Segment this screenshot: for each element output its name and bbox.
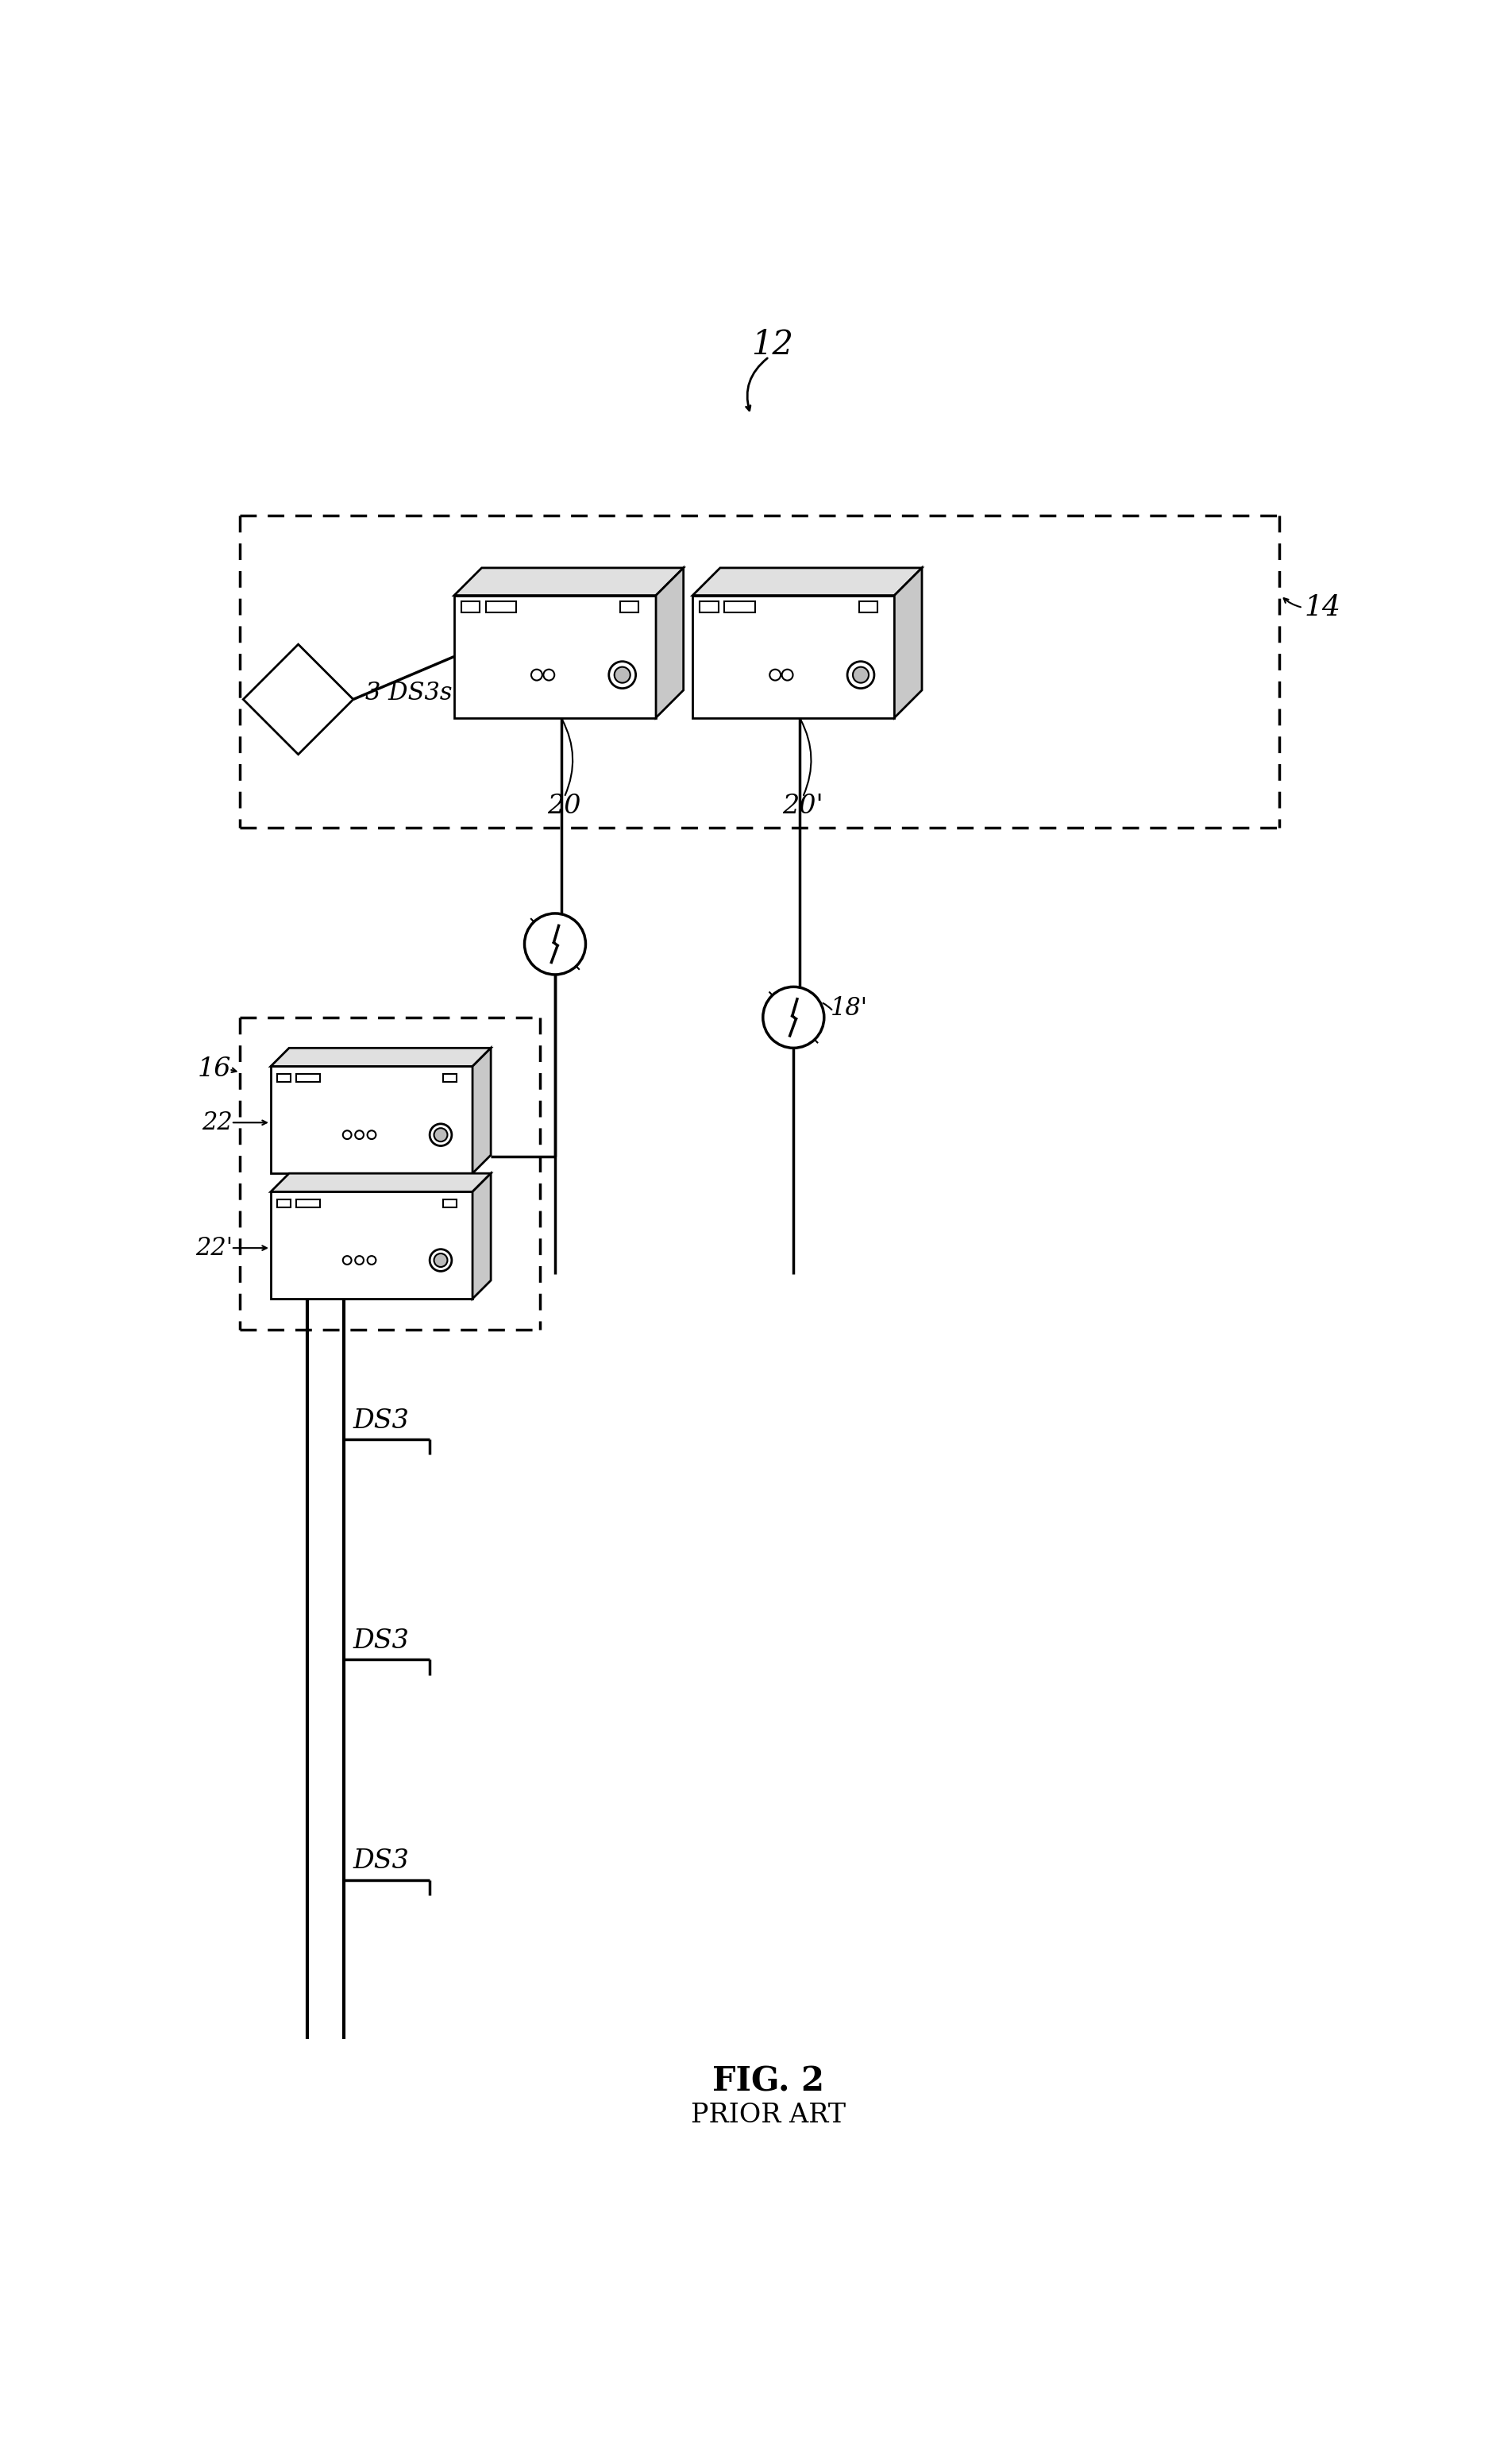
- Text: FIG. 2: FIG. 2: [712, 2065, 825, 2099]
- Polygon shape: [454, 567, 684, 596]
- Circle shape: [853, 668, 868, 683]
- Polygon shape: [472, 1047, 490, 1173]
- Circle shape: [847, 660, 874, 687]
- Text: 16: 16: [196, 1057, 231, 1082]
- Bar: [278, 1200, 291, 1207]
- Bar: [700, 601, 718, 614]
- Circle shape: [525, 914, 585, 976]
- Circle shape: [344, 1257, 351, 1264]
- Circle shape: [433, 1254, 447, 1266]
- Circle shape: [429, 1124, 451, 1146]
- Circle shape: [764, 986, 824, 1047]
- Text: 22: 22: [203, 1111, 233, 1136]
- Bar: [297, 1074, 320, 1082]
- Bar: [442, 1200, 456, 1207]
- Text: 20': 20': [782, 793, 824, 818]
- Text: DS3: DS3: [354, 1629, 410, 1653]
- Polygon shape: [270, 1173, 490, 1193]
- Bar: [270, 1193, 472, 1299]
- Text: 12: 12: [752, 328, 794, 362]
- Text: DS3: DS3: [354, 1848, 410, 1875]
- Circle shape: [615, 668, 630, 683]
- Bar: [442, 1074, 456, 1082]
- Bar: [724, 601, 754, 614]
- Circle shape: [356, 1257, 363, 1264]
- Circle shape: [770, 670, 780, 680]
- Text: 3 DS3s: 3 DS3s: [366, 680, 453, 705]
- Text: 20: 20: [548, 793, 580, 818]
- Polygon shape: [894, 567, 923, 717]
- Bar: [297, 1200, 320, 1207]
- Text: 18': 18': [830, 995, 867, 1020]
- Bar: [454, 596, 656, 717]
- Bar: [462, 601, 480, 614]
- Polygon shape: [270, 1047, 490, 1067]
- Circle shape: [344, 1131, 351, 1138]
- Text: PRIOR ART: PRIOR ART: [692, 2102, 846, 2129]
- Circle shape: [368, 1131, 376, 1138]
- Text: 22': 22': [195, 1234, 233, 1259]
- Circle shape: [531, 670, 542, 680]
- Circle shape: [368, 1257, 376, 1264]
- Bar: [278, 1074, 291, 1082]
- Text: 14: 14: [1304, 594, 1341, 621]
- Circle shape: [429, 1249, 451, 1271]
- Polygon shape: [656, 567, 684, 717]
- Bar: [693, 596, 894, 717]
- Circle shape: [433, 1129, 447, 1141]
- Circle shape: [782, 670, 794, 680]
- Circle shape: [356, 1131, 363, 1138]
- Text: DS3: DS3: [354, 1409, 410, 1434]
- Text: 18: 18: [549, 951, 579, 976]
- Bar: [860, 601, 878, 614]
- Bar: [270, 1067, 472, 1173]
- Bar: [621, 601, 639, 614]
- Circle shape: [609, 660, 636, 687]
- Circle shape: [543, 670, 555, 680]
- Bar: [486, 601, 516, 614]
- Polygon shape: [472, 1173, 490, 1299]
- Polygon shape: [693, 567, 923, 596]
- Polygon shape: [243, 643, 354, 754]
